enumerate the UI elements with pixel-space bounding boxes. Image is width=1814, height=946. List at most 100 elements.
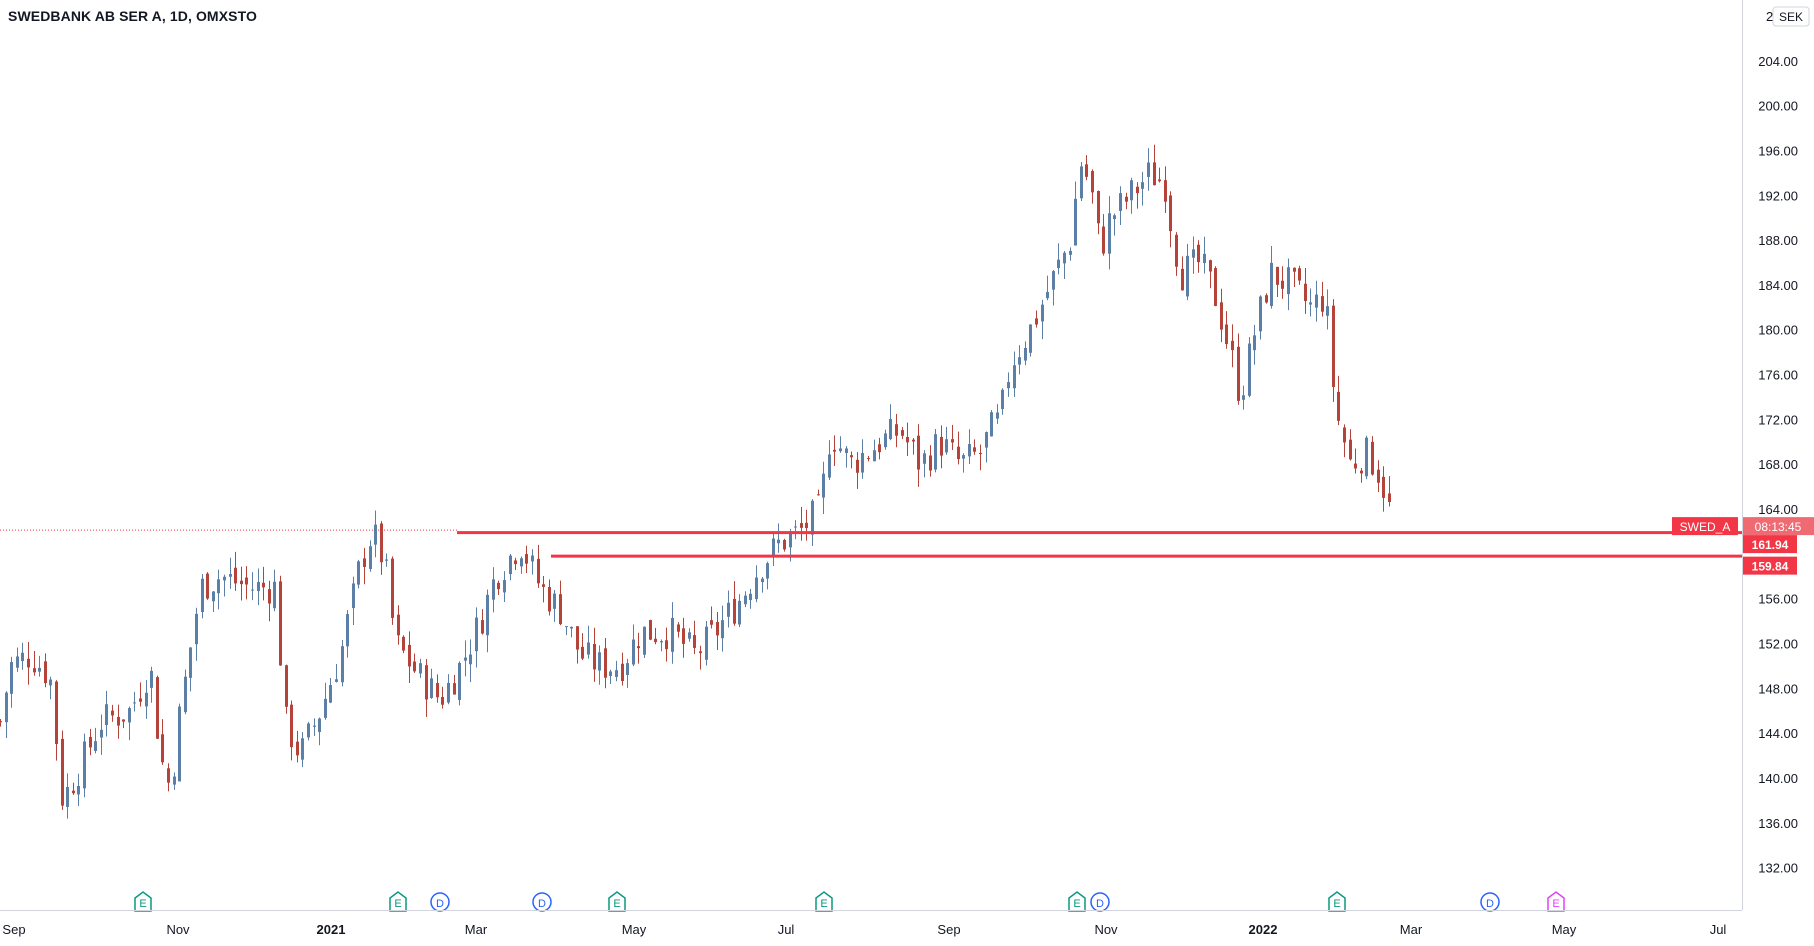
candle-body bbox=[878, 444, 881, 453]
candle-body bbox=[934, 434, 937, 470]
candle-body bbox=[576, 626, 579, 650]
candle-body bbox=[1248, 343, 1251, 396]
candle-body bbox=[77, 785, 80, 795]
candle-body bbox=[1024, 347, 1027, 361]
candle-body bbox=[105, 704, 108, 726]
candle-body bbox=[1315, 294, 1318, 308]
candle-body bbox=[1326, 306, 1329, 316]
candle-body bbox=[245, 577, 248, 585]
candle-body bbox=[184, 676, 187, 713]
candle-body bbox=[1186, 255, 1189, 297]
candle-body bbox=[598, 652, 601, 671]
candle-body bbox=[262, 582, 265, 588]
candle-body bbox=[945, 439, 948, 453]
candle-body bbox=[1029, 324, 1032, 353]
candle-body bbox=[5, 692, 8, 723]
y-tick-label: 176.00 bbox=[1758, 368, 1798, 383]
candle-body bbox=[94, 741, 97, 751]
candle-body bbox=[1153, 162, 1156, 186]
candle-body bbox=[1041, 304, 1044, 322]
candle-body bbox=[1276, 266, 1279, 285]
candle-body bbox=[1069, 250, 1072, 255]
candle-body bbox=[363, 558, 366, 567]
x-tick-label: 2021 bbox=[317, 922, 346, 937]
candle-body bbox=[279, 581, 282, 666]
candle-body bbox=[1057, 259, 1060, 269]
candle-body bbox=[867, 458, 870, 460]
x-tick-label: 2022 bbox=[1249, 922, 1278, 937]
candle-body bbox=[520, 558, 523, 567]
candle-body bbox=[968, 444, 971, 457]
candle-body bbox=[1141, 182, 1144, 189]
candle-body bbox=[721, 620, 724, 639]
candle-body bbox=[1349, 439, 1352, 460]
candle-body bbox=[1214, 268, 1217, 306]
y-tick-label: 184.00 bbox=[1758, 278, 1798, 293]
candle-body bbox=[749, 593, 752, 601]
candle-body bbox=[1365, 437, 1368, 477]
candle-body bbox=[346, 614, 349, 647]
y-tick-label: 168.00 bbox=[1758, 457, 1798, 472]
candle-body bbox=[1080, 166, 1083, 199]
candle-body bbox=[1136, 186, 1139, 194]
candle-body bbox=[677, 624, 680, 632]
x-tick-label: Jul bbox=[1710, 922, 1727, 937]
candle-body bbox=[777, 539, 780, 544]
candle-body bbox=[817, 494, 820, 496]
x-tick-label: Sep bbox=[937, 922, 960, 937]
price-tag-lower-label: 159.84 bbox=[1752, 560, 1789, 574]
candle-body bbox=[301, 738, 304, 760]
candle-body bbox=[464, 657, 467, 661]
candle-body bbox=[525, 554, 528, 564]
candle-body bbox=[419, 663, 422, 674]
candle-body bbox=[145, 692, 148, 707]
candle-body bbox=[1209, 260, 1212, 272]
candle-body bbox=[167, 768, 170, 783]
candle-body bbox=[861, 453, 864, 473]
candle-body bbox=[1169, 195, 1172, 232]
candle-body bbox=[693, 635, 696, 648]
candle-body bbox=[1175, 234, 1178, 267]
candle-body bbox=[957, 446, 960, 460]
candle-body bbox=[430, 678, 433, 698]
candle-body bbox=[531, 555, 534, 562]
candle-body bbox=[665, 640, 668, 650]
candle-body bbox=[1298, 268, 1301, 281]
candle-body bbox=[436, 682, 439, 698]
candle-body bbox=[161, 734, 164, 763]
candle-body bbox=[1265, 295, 1268, 303]
candle-body bbox=[117, 716, 120, 726]
candle-body bbox=[122, 719, 125, 722]
candle-body bbox=[951, 439, 954, 443]
candle-body bbox=[805, 522, 808, 528]
candle-body bbox=[229, 574, 232, 577]
candle-body bbox=[285, 665, 288, 707]
candle-body bbox=[632, 639, 635, 665]
candle-body bbox=[1281, 280, 1284, 289]
y-tick-label: 164.00 bbox=[1758, 502, 1798, 517]
candle-body bbox=[475, 617, 478, 652]
candle-body bbox=[33, 668, 36, 673]
candle-body bbox=[940, 436, 943, 456]
candle-body bbox=[1332, 305, 1335, 387]
candle-body bbox=[1091, 170, 1094, 193]
price-tag-lower bbox=[1743, 556, 1797, 575]
candle-body bbox=[240, 580, 243, 585]
price-tag-upper-label: 161.94 bbox=[1752, 538, 1789, 552]
candle-body bbox=[833, 449, 836, 452]
candle-body bbox=[559, 594, 562, 625]
candle-body bbox=[906, 436, 909, 443]
candle-body bbox=[441, 696, 444, 705]
y-tick-label: 136.00 bbox=[1758, 816, 1798, 831]
event-marker-label: E bbox=[613, 898, 620, 910]
candle-body bbox=[16, 656, 19, 668]
event-marker-label: E bbox=[1333, 898, 1340, 910]
candle-body bbox=[425, 665, 428, 700]
candle-body bbox=[671, 617, 674, 652]
candle-body bbox=[1018, 357, 1021, 365]
candle-body bbox=[1237, 346, 1240, 401]
candle-body bbox=[1360, 470, 1363, 474]
candle-body bbox=[811, 500, 814, 535]
